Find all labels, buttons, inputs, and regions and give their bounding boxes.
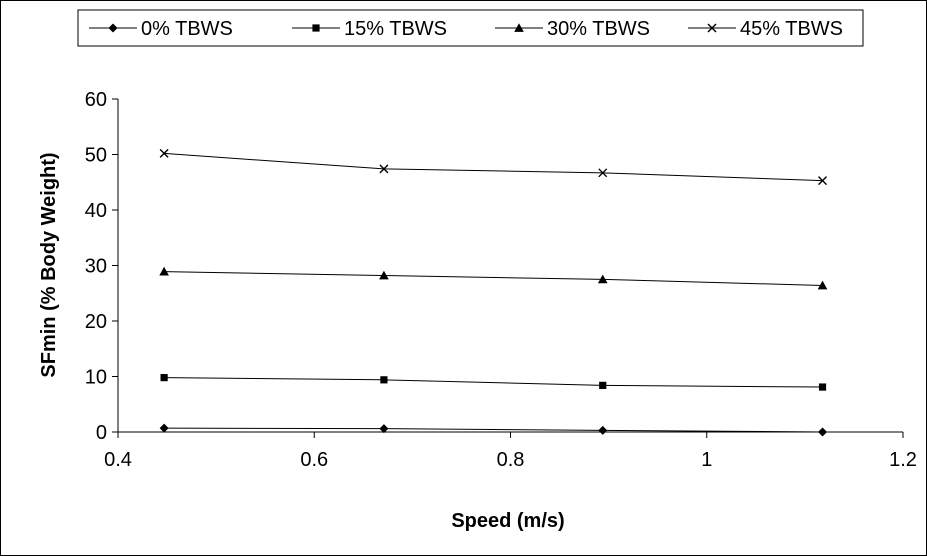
data-point bbox=[598, 425, 608, 435]
legend-label: 0% TBWS bbox=[141, 18, 233, 40]
series-line bbox=[164, 427, 823, 433]
legend-label: 45% TBWS bbox=[740, 18, 843, 40]
y-tick-label: 20 bbox=[85, 311, 107, 333]
series-1 bbox=[160, 374, 827, 391]
series-3 bbox=[159, 148, 828, 186]
series-line bbox=[164, 271, 823, 286]
y-tick-label: 0 bbox=[96, 422, 107, 444]
legend-marker-stroke bbox=[707, 23, 717, 33]
series-line bbox=[164, 377, 823, 388]
data-point bbox=[159, 266, 169, 276]
data-point bbox=[818, 176, 828, 186]
legend-entry: 15% TBWS bbox=[292, 18, 447, 40]
legend-entry: 0% TBWS bbox=[89, 18, 233, 40]
data-point bbox=[379, 164, 389, 174]
legend-entry: 45% TBWS bbox=[688, 18, 843, 40]
x-axis-title: Speed (m/s) bbox=[451, 510, 564, 532]
x-tick-label: 1.2 bbox=[889, 449, 917, 471]
series-0 bbox=[159, 423, 828, 437]
data-point bbox=[160, 374, 168, 382]
data-point bbox=[159, 148, 169, 158]
data-point-stroke bbox=[159, 148, 169, 158]
data-point bbox=[379, 424, 389, 434]
data-point bbox=[598, 168, 608, 178]
legend: 0% TBWS 15% TBWS 30% TBWS 45% TBWS bbox=[77, 9, 864, 47]
data-point bbox=[599, 381, 607, 389]
y-tick-label: 30 bbox=[85, 256, 107, 278]
x-tick-label: 1 bbox=[701, 449, 712, 471]
legend-entry: 30% TBWS bbox=[495, 18, 650, 40]
x-tick-label: 0.4 bbox=[104, 449, 132, 471]
plot-area bbox=[159, 148, 828, 437]
legend-marker bbox=[514, 23, 524, 32]
x-tick-label: 0.8 bbox=[497, 449, 525, 471]
y-tick-label: 60 bbox=[85, 89, 107, 111]
legend-marker bbox=[707, 23, 717, 33]
data-point bbox=[380, 376, 388, 384]
data-point bbox=[159, 423, 169, 433]
data-point bbox=[818, 427, 828, 437]
data-point bbox=[818, 383, 827, 391]
series-line bbox=[164, 152, 823, 182]
data-point-stroke bbox=[379, 164, 389, 174]
data-point bbox=[597, 274, 608, 284]
axes: 0 10 20 30 40 50 60 0.4 0.6 0.8 1 1.2 bbox=[85, 89, 917, 471]
legend-label: 30% TBWS bbox=[547, 18, 650, 40]
data-point bbox=[379, 270, 389, 280]
legend-label: 15% TBWS bbox=[344, 18, 447, 40]
y-tick-label: 10 bbox=[85, 367, 107, 389]
y-tick-label: 40 bbox=[85, 200, 107, 222]
y-tick-label: 50 bbox=[85, 145, 107, 167]
data-point-stroke bbox=[598, 168, 608, 178]
series-2 bbox=[159, 266, 828, 290]
data-point bbox=[817, 280, 828, 290]
y-axis-title: SFmin (% Body Weight) bbox=[38, 152, 60, 377]
data-point-stroke bbox=[818, 176, 828, 186]
legend-marker bbox=[108, 23, 118, 33]
legend-marker bbox=[312, 24, 320, 32]
x-tick-label: 0.6 bbox=[300, 449, 328, 471]
